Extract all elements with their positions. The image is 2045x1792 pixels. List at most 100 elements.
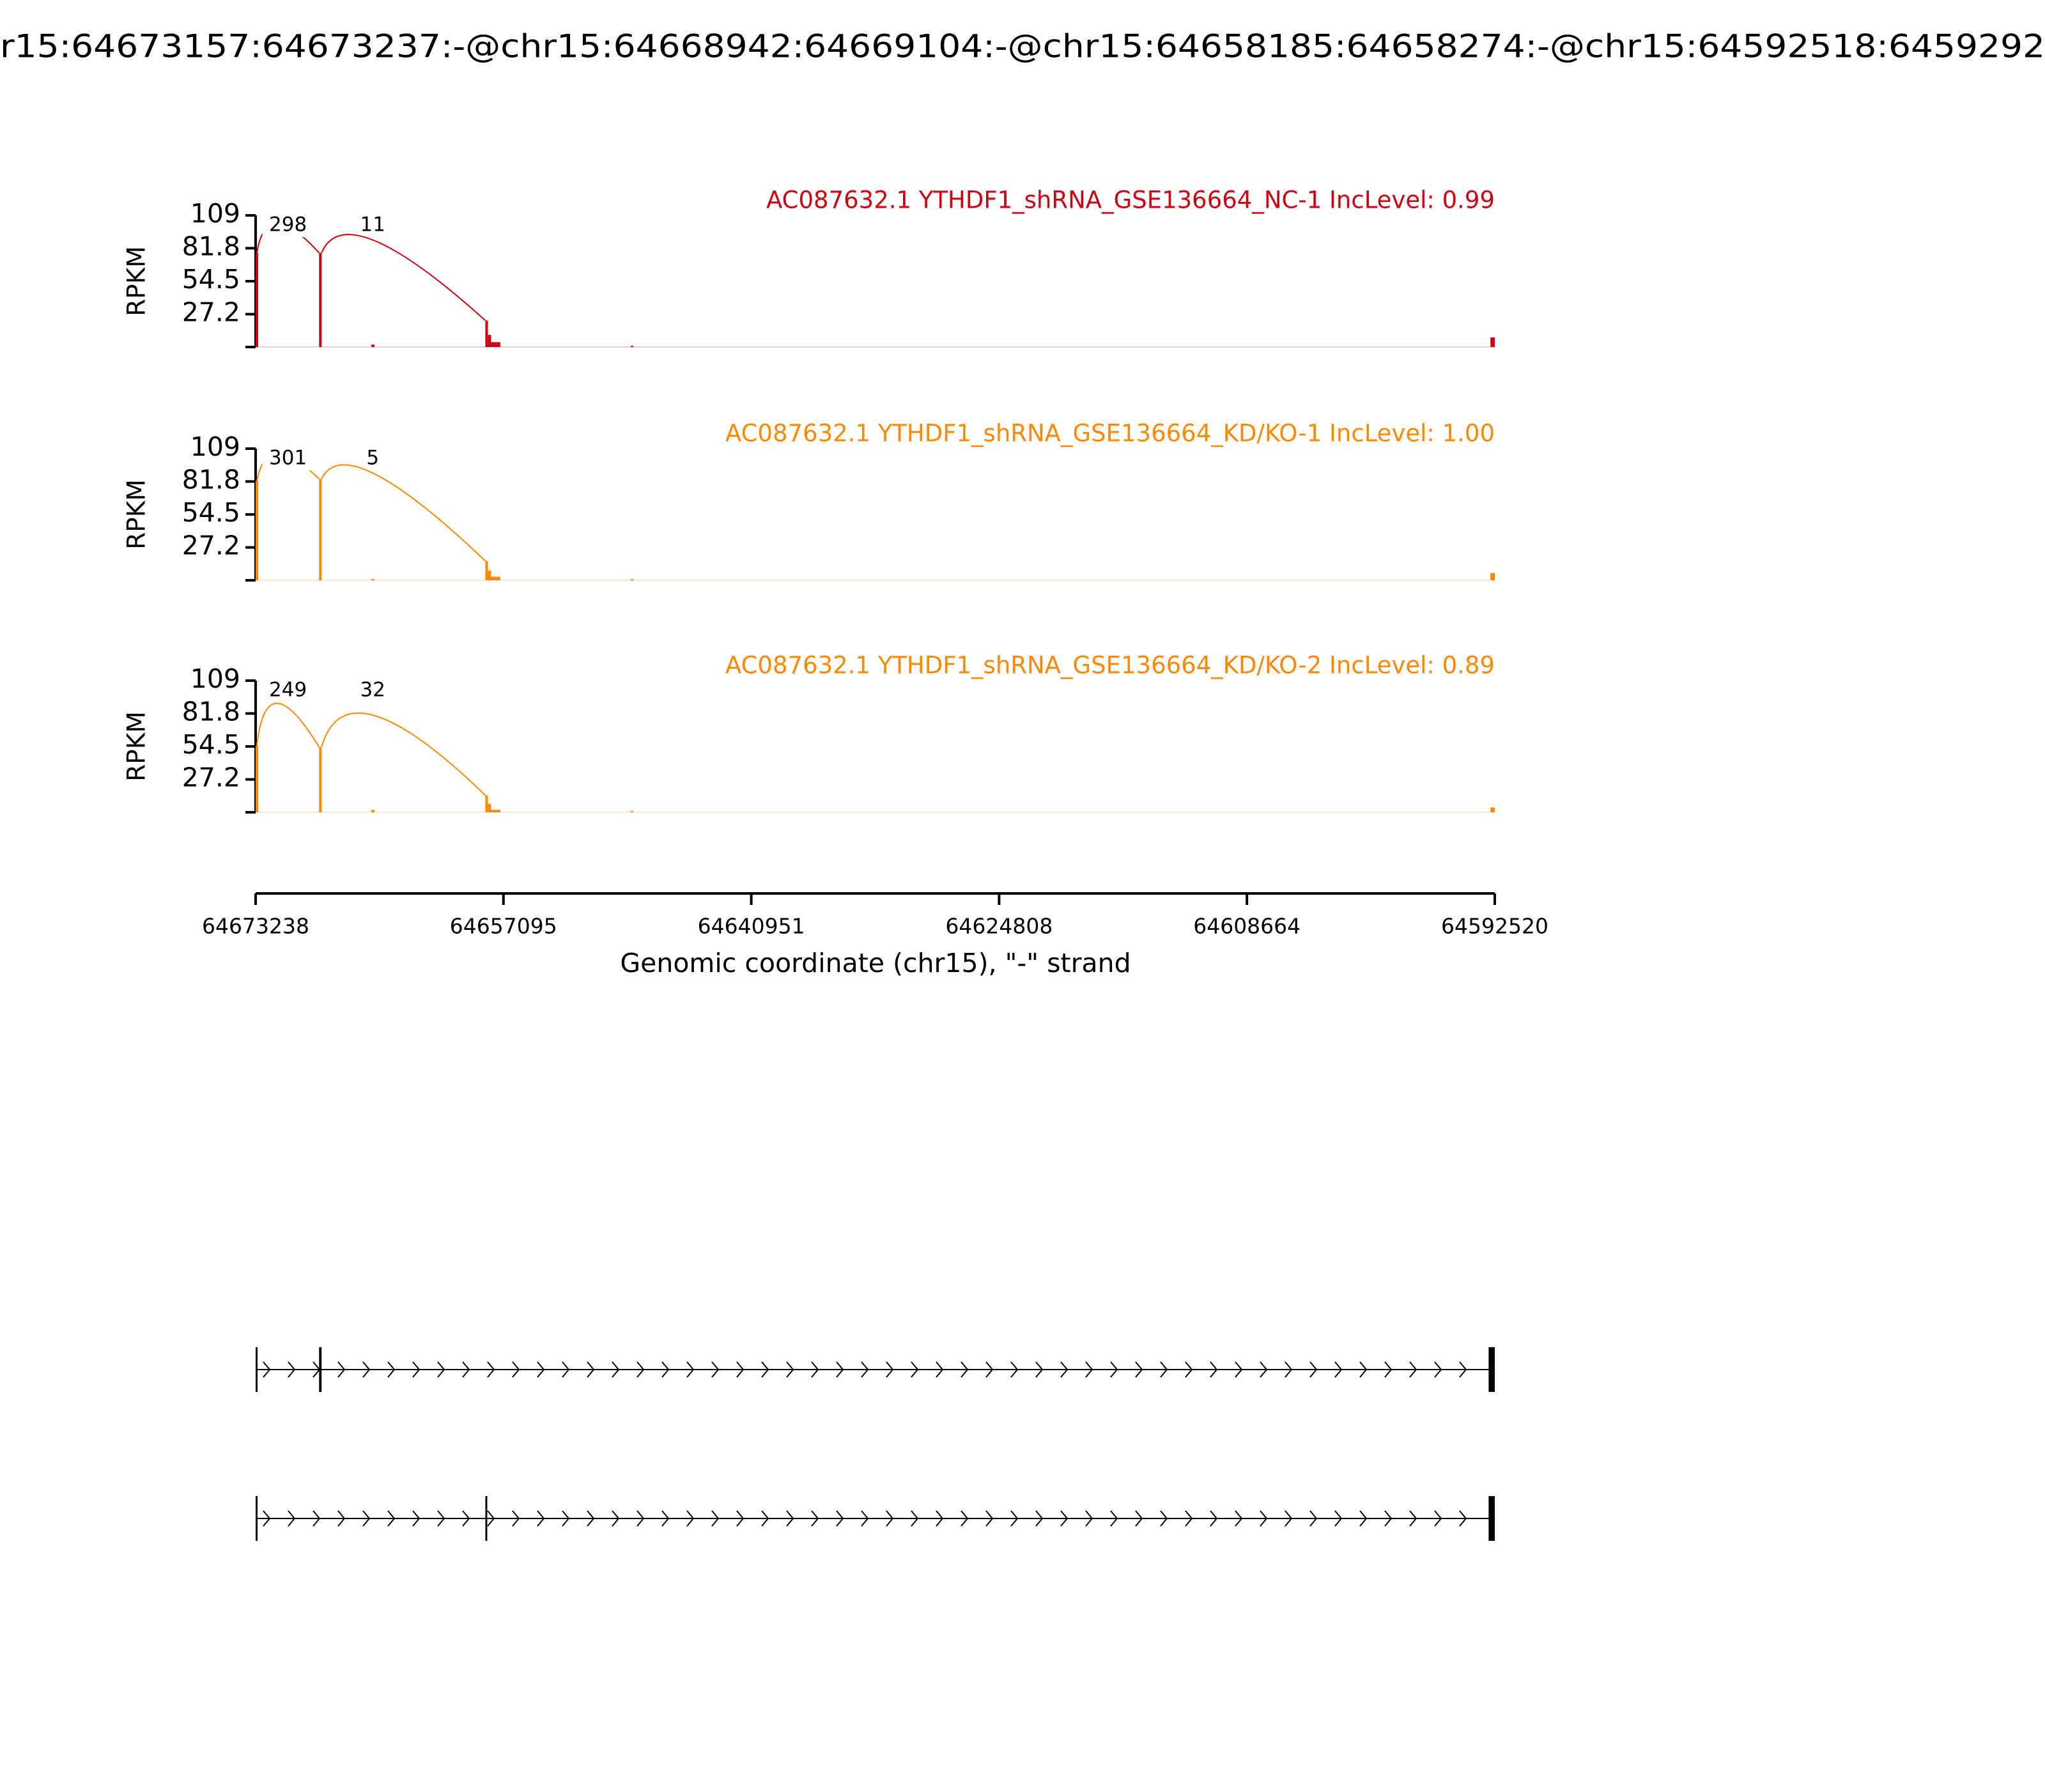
exon xyxy=(485,1496,488,1541)
strand-chevron xyxy=(1459,1361,1467,1378)
coverage-block xyxy=(256,252,258,347)
strand-chevron xyxy=(1359,1361,1368,1378)
strand-chevron xyxy=(1334,1510,1343,1527)
coverage-block xyxy=(1490,337,1495,347)
strand-chevron xyxy=(462,1361,470,1378)
x-tick-label: 64640951 xyxy=(698,914,805,939)
strand-chevron xyxy=(562,1361,570,1378)
strand-chevron xyxy=(936,1510,944,1527)
exon xyxy=(256,1496,258,1541)
coverage-block xyxy=(319,746,322,812)
strand-chevron xyxy=(512,1510,520,1527)
junction-label: 249 xyxy=(269,679,307,702)
strand-chevron xyxy=(1309,1510,1318,1527)
strand-chevron xyxy=(1235,1361,1243,1378)
x-tick-label: 64608664 xyxy=(1193,914,1300,939)
junction-label-bg xyxy=(262,447,314,470)
strand-chevron xyxy=(711,1510,720,1527)
y-tick-label: 27.2 xyxy=(182,762,240,793)
coverage-block xyxy=(488,803,491,812)
y-tick-label: 81.8 xyxy=(182,696,240,727)
x-tick-label: 64624808 xyxy=(945,914,1053,939)
strand-chevron xyxy=(1185,1510,1193,1527)
coverage-block xyxy=(256,481,258,580)
strand-chevron xyxy=(1010,1361,1019,1378)
strand-chevron xyxy=(612,1510,620,1527)
x-axis-label: Genomic coordinate (chr15), "-" strand xyxy=(620,948,1131,978)
strand-chevron xyxy=(811,1510,819,1527)
strand-chevron xyxy=(637,1361,645,1378)
strand-chevron xyxy=(1035,1510,1044,1527)
panel-title: AC087632.1 YTHDF1_shRNA_GSE136664_KD/KO-… xyxy=(725,420,1495,447)
junction-arc xyxy=(321,712,486,796)
strand-chevron xyxy=(1260,1361,1268,1378)
strand-chevron xyxy=(1434,1510,1442,1527)
coverage-block xyxy=(631,811,634,812)
y-tick-label: 81.8 xyxy=(182,464,240,495)
strand-chevron xyxy=(786,1361,794,1378)
junction-arc xyxy=(321,464,486,562)
strand-chevron xyxy=(288,1361,296,1378)
x-tick-label: 64673238 xyxy=(202,914,309,939)
coverage-block xyxy=(485,795,488,812)
strand-chevron xyxy=(661,1361,670,1378)
strand-chevron xyxy=(462,1510,470,1527)
strand-chevron xyxy=(1285,1510,1293,1527)
strand-chevron xyxy=(911,1361,919,1378)
exon xyxy=(1488,1347,1495,1392)
exon xyxy=(319,1347,322,1392)
strand-chevron xyxy=(637,1510,645,1527)
junction-arc xyxy=(321,233,486,321)
strand-chevron xyxy=(985,1361,994,1378)
coverage-block xyxy=(491,810,500,812)
coverage-block xyxy=(256,746,258,812)
y-axis-label: RPKM xyxy=(123,246,151,316)
strand-chevron xyxy=(487,1361,495,1378)
x-tick-label: 64657095 xyxy=(450,914,557,939)
strand-chevron xyxy=(1459,1510,1467,1527)
junction-label: 11 xyxy=(360,213,385,236)
strand-chevron xyxy=(1185,1361,1193,1378)
y-tick-label: 109 xyxy=(190,431,240,462)
junction-arc xyxy=(256,702,320,748)
coverage-block xyxy=(485,320,488,347)
x-tick-label: 64592520 xyxy=(1441,914,1548,939)
y-tick-label: 54.5 xyxy=(182,264,240,295)
strand-chevron xyxy=(861,1361,869,1378)
strand-chevron xyxy=(512,1361,520,1378)
strand-chevron xyxy=(1210,1510,1218,1527)
strand-chevron xyxy=(362,1361,371,1378)
strand-chevron xyxy=(487,1510,495,1527)
coverage-block xyxy=(319,252,322,347)
strand-chevron xyxy=(1409,1361,1417,1378)
strand-chevron xyxy=(587,1361,595,1378)
strand-chevron xyxy=(886,1361,894,1378)
strand-chevron xyxy=(1110,1510,1118,1527)
strand-chevron xyxy=(1384,1361,1393,1378)
strand-chevron xyxy=(836,1510,844,1527)
y-tick-label: 27.2 xyxy=(182,297,240,328)
strand-chevron xyxy=(362,1510,371,1527)
exon xyxy=(1488,1496,1495,1541)
strand-chevron xyxy=(736,1510,745,1527)
junction-label: 298 xyxy=(269,213,307,236)
strand-chevron xyxy=(1210,1361,1218,1378)
strand-chevron xyxy=(1260,1510,1268,1527)
strand-chevron xyxy=(786,1510,794,1527)
strand-chevron xyxy=(736,1361,745,1378)
strand-chevron xyxy=(961,1510,969,1527)
coverage-block xyxy=(1490,807,1495,812)
strand-chevron xyxy=(1160,1361,1168,1378)
strand-chevron xyxy=(337,1510,346,1527)
y-tick-label: 54.5 xyxy=(182,729,240,760)
strand-chevron xyxy=(961,1361,969,1378)
strand-chevron xyxy=(1409,1510,1417,1527)
strand-chevron xyxy=(1060,1510,1069,1527)
y-axis-label: RPKM xyxy=(123,711,151,782)
figure-title: r15:64673157:64673237:-@chr15:64668942:6… xyxy=(0,28,2045,65)
strand-chevron xyxy=(587,1510,595,1527)
strand-chevron xyxy=(387,1510,396,1527)
strand-chevron xyxy=(387,1361,396,1378)
coverage-block xyxy=(371,344,374,347)
panel-title: AC087632.1 YTHDF1_shRNA_GSE136664_NC-1 I… xyxy=(766,187,1495,214)
